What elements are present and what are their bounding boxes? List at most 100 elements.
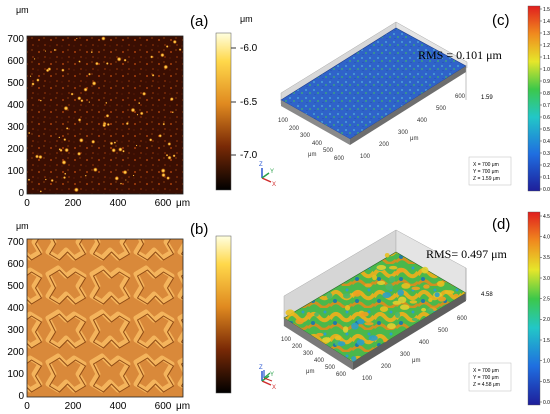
surface-bump [356,339,365,346]
colorbar-b [215,235,232,394]
hotspot [77,118,82,122]
surface-bump [383,338,388,343]
hotspot [162,122,166,126]
surface-bump [364,322,374,326]
info-box-d-text: X = 700 μm Y = 700 μm Z = 4.58 μm [473,368,500,388]
hotspot [114,176,120,181]
y-tick: 600 [7,56,24,67]
x-tick: 200 [65,198,82,209]
y-tick: 500 [7,78,24,89]
hotspot [119,182,123,185]
hotspot [76,151,82,156]
hotspot [125,121,129,126]
hotspot [63,172,67,175]
svg-text:200: 200 [379,142,390,148]
surface-d-edge [353,293,466,370]
y-tick: 200 [7,144,24,155]
cb-tick-label: 0.4 [543,139,550,145]
svg-text:200: 200 [381,364,392,370]
hotspot [94,61,99,66]
surface-bump [344,305,351,311]
hotspot [29,75,32,78]
colorbar-d-ticks: 4.5 4.0 3.5 3.0 2.5 2.0 1.5 1.0 0.5 0.0 [540,214,550,406]
svg-text:X = 700 μm: X = 700 μm [473,162,499,168]
panel-d: 4.58 100 200 300 400 500 600 μm 100 200 … [263,211,550,406]
surface-bump [388,276,396,283]
x-tick: 400 [110,198,127,209]
hotspot [106,122,111,127]
surface-bump [409,300,418,304]
cb-tick-label: 1.4 [543,19,550,25]
rms-d: RMS= 0.497 μm [426,247,508,261]
cb-tick-label: 1.0 [543,359,550,365]
hotspot [141,91,147,97]
z-marker-d: 4.58 [481,292,493,298]
panel-label-c: (c) [492,12,510,29]
svg-text:Z: Z [259,365,263,371]
hotspot [138,101,141,105]
surface-bump [314,312,319,317]
y-tick: 0 [18,188,24,199]
surface-bump [411,286,421,291]
y-tick: 400 [7,100,24,111]
hotspot [111,147,117,153]
surface-bump [400,304,410,310]
svg-text:100: 100 [281,337,292,343]
cb-tick-label: 4.0 [543,235,550,241]
z-marker-c: 1.59 [481,95,493,101]
bumps-d [285,253,459,362]
hotspot [39,190,42,193]
svg-text:X: X [272,385,276,391]
svg-text:200: 200 [289,126,300,132]
svg-text:300: 300 [398,130,409,136]
x-tick: 600 [155,198,172,209]
hotspot [28,131,31,135]
surface-bump [423,284,430,289]
map-a-x-ticks: 0 200 400 600 μm [24,198,190,209]
svg-text:600: 600 [457,316,468,322]
hotspot [163,64,169,70]
y-tick: 200 [7,347,24,358]
axis-triad-d-icon [263,370,273,382]
hotspot [73,187,79,193]
hotspot [62,176,67,180]
rms-c: RMS = 0.101 μm [418,48,503,62]
hotspot [167,155,172,160]
surface-bump [421,266,429,274]
svg-text:300: 300 [400,352,411,358]
cb-tick-label: 1.1 [543,55,550,61]
colorbar-a [215,32,232,191]
axis-triad-b-icon: Z X Y [259,365,276,391]
svg-text:X = 700 μm: X = 700 μm [473,368,499,374]
hotspot [65,126,69,130]
y-tick: 700 [7,34,24,45]
surface-bump [453,293,459,298]
hotspot [123,58,127,62]
svg-text:100: 100 [362,376,373,382]
hotspot [27,178,31,182]
surface-c-edge [281,100,350,145]
cb-tick-label: 0.2 [543,163,550,169]
colorbar-c [527,5,541,192]
hotspot [116,56,122,62]
hotspot [161,172,166,178]
hotspot [61,159,67,165]
panel-label-a: (a) [190,13,208,30]
hotspot [118,147,123,152]
surface-bump [334,335,342,341]
panel-a: μm 700 600 500 400 300 200 100 0 0 200 4… [7,5,276,209]
hotspot [58,136,61,139]
hotspot [70,92,74,96]
hotspot [102,123,107,128]
hotspot [158,133,163,138]
surface-bump [421,307,427,312]
surface-bump [382,292,392,299]
surface-bump [384,253,390,258]
cb-tick-label: 0.3 [543,151,550,157]
surface-bump [392,300,402,305]
panel-label-d: (d) [492,216,510,233]
cb-tick-label: 3.5 [543,255,550,261]
colorbar-c-ticks: 1.5 1.4 1.3 1.2 1.1 1.0 0.9 0.8 0.7 0.6 0.5 0.4 0.3 0… [540,7,550,193]
hotspot [150,55,154,59]
hotspot [148,138,153,142]
